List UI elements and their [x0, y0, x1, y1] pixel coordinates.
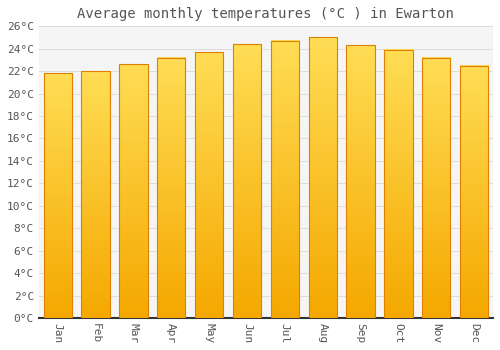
Title: Average monthly temperatures (°C ) in Ewarton: Average monthly temperatures (°C ) in Ew… [78, 7, 454, 21]
Bar [44, 74, 72, 318]
Bar [346, 46, 375, 318]
Bar [270, 41, 299, 318]
Bar [157, 58, 186, 318]
Bar [82, 71, 110, 318]
Bar [233, 44, 261, 318]
Bar [460, 65, 488, 318]
Bar [119, 64, 148, 318]
Bar [195, 52, 224, 318]
Bar [384, 50, 412, 318]
Bar [422, 58, 450, 318]
Bar [308, 37, 337, 318]
